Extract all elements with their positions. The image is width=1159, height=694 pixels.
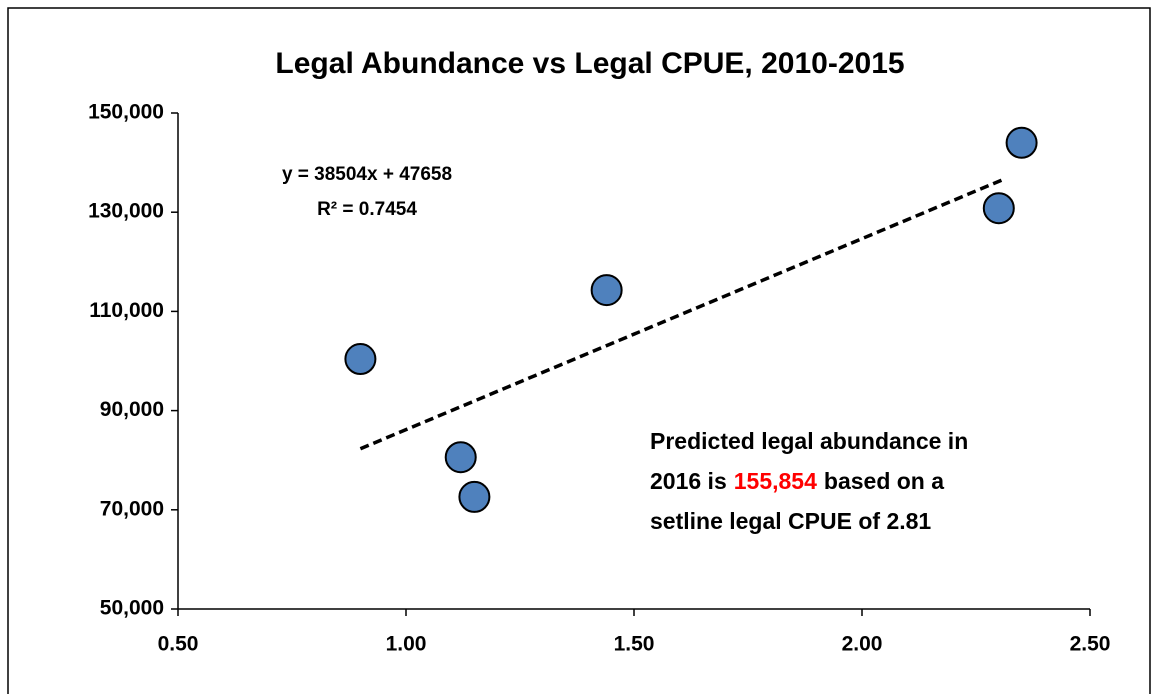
- y-tick-label: 90,000: [100, 398, 164, 421]
- x-tick-label: 1.00: [386, 633, 427, 656]
- data-point: [1005, 126, 1038, 159]
- annotation-text: 2016 is: [650, 468, 727, 494]
- chart-title: Legal Abundance vs Legal CPUE, 2010-2015: [275, 47, 904, 80]
- data-point: [458, 480, 491, 513]
- annotation-line: setline legal CPUE of 2.81: [650, 508, 931, 534]
- annotation-highlight: 155,854: [734, 468, 817, 494]
- data-point: [982, 192, 1015, 225]
- chart-border: [7, 7, 1151, 694]
- annotation-text: based on a: [824, 468, 944, 494]
- data-point: [444, 441, 477, 474]
- data-point: [344, 343, 377, 376]
- x-tick-label: 2.50: [1070, 633, 1111, 656]
- data-point: [590, 274, 623, 307]
- x-tick-label: 2.00: [842, 633, 883, 656]
- x-tick-label: 0.50: [158, 633, 199, 656]
- y-tick-label: 50,000: [100, 597, 164, 620]
- r-squared: R² = 0.7454: [317, 199, 417, 220]
- annotation-line: Predicted legal abundance in: [650, 428, 968, 454]
- y-tick-label: 110,000: [89, 299, 164, 322]
- trend-equation: y = 38504x + 47658: [282, 164, 452, 185]
- annotation-line: 2016 is 155,854 based on a: [650, 468, 944, 494]
- y-tick-label: 130,000: [88, 200, 164, 223]
- y-tick-label: 70,000: [100, 497, 164, 520]
- x-tick-label: 1.50: [614, 633, 655, 656]
- y-tick-label: 150,000: [88, 101, 164, 124]
- trendline: [359, 177, 1005, 451]
